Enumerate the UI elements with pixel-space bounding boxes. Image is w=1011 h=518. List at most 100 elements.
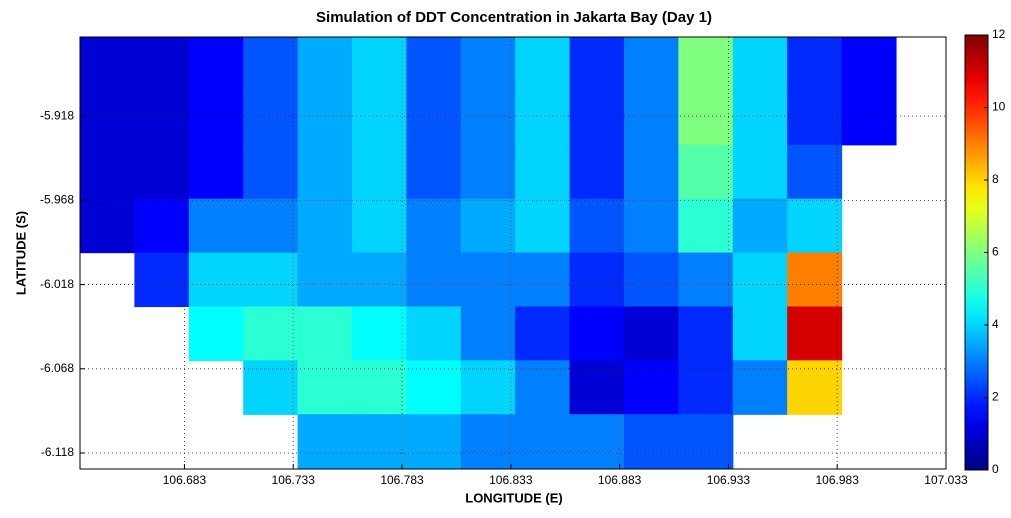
heat-cell: [406, 91, 461, 145]
heat-cell: [461, 145, 516, 199]
heat-cell: [243, 37, 298, 91]
heat-cell: [515, 199, 570, 253]
heat-cell: [678, 37, 733, 91]
heat-cell: [80, 91, 135, 145]
heat-cell: [787, 306, 842, 360]
heat-cell: [733, 306, 788, 360]
heat-cell: [787, 145, 842, 199]
heat-cell: [461, 414, 516, 468]
heat-cell: [243, 306, 298, 360]
heat-cell: [134, 91, 189, 145]
colorbar-tick-label: 12: [992, 27, 1006, 41]
heat-cell: [189, 199, 244, 253]
heat-cell: [787, 199, 842, 253]
heat-cell: [842, 91, 897, 145]
heat-cell: [733, 37, 788, 91]
heat-cell: [624, 306, 679, 360]
heat-cell: [189, 306, 244, 360]
heat-cell: [461, 37, 516, 91]
heat-cell: [515, 145, 570, 199]
x-tick-label: 107.033: [924, 473, 968, 487]
x-tick-label: 106.683: [163, 473, 207, 487]
heat-cell: [352, 145, 407, 199]
x-tick-label: 106.933: [707, 473, 751, 487]
heat-cell: [243, 360, 298, 414]
heat-cell: [515, 306, 570, 360]
heat-cell: [515, 37, 570, 91]
heat-cell: [733, 145, 788, 199]
x-tick-label: 106.783: [380, 473, 424, 487]
colorbar-tick-label: 0: [992, 462, 999, 476]
y-tick-label: -6.018: [40, 277, 74, 291]
heat-cell: [134, 37, 189, 91]
heat-cell: [189, 145, 244, 199]
heat-cell: [678, 199, 733, 253]
heat-cell: [352, 37, 407, 91]
heat-cell: [134, 253, 189, 307]
heat-cell: [352, 199, 407, 253]
heat-cell: [80, 37, 135, 91]
heat-cell: [678, 91, 733, 145]
heat-cell: [787, 253, 842, 307]
heat-cell: [570, 306, 625, 360]
y-tick-label: -5.968: [40, 193, 74, 207]
colorbar-tick-label: 10: [992, 100, 1006, 114]
y-tick-label: -6.068: [40, 361, 74, 375]
heat-cell: [80, 145, 135, 199]
heatmap: [80, 37, 897, 469]
heat-cell: [352, 306, 407, 360]
heat-cell: [515, 414, 570, 468]
chart: Simulation of DDT Concentration in Jakar…: [0, 0, 1011, 513]
x-axis-label: LONGITUDE (E): [465, 490, 563, 505]
heat-cell: [298, 253, 353, 307]
heat-cell: [243, 199, 298, 253]
heat-cell: [243, 91, 298, 145]
heat-cell: [733, 91, 788, 145]
colorbar-tick-label: 8: [992, 172, 999, 186]
chart-title: Simulation of DDT Concentration in Jakar…: [316, 9, 712, 26]
heat-cell: [678, 145, 733, 199]
heat-cell: [298, 199, 353, 253]
heat-cell: [515, 91, 570, 145]
heat-cell: [624, 145, 679, 199]
heat-cell: [298, 145, 353, 199]
colorbar-tick-label: 2: [992, 390, 999, 404]
heat-cell: [733, 253, 788, 307]
heat-cell: [570, 145, 625, 199]
heat-cell: [80, 199, 135, 253]
heat-cell: [461, 253, 516, 307]
heat-cell: [406, 145, 461, 199]
heat-cell: [352, 91, 407, 145]
heat-cell: [515, 360, 570, 414]
heat-cell: [570, 199, 625, 253]
heat-cell: [406, 414, 461, 468]
y-axis-label: LATITUDE (S): [13, 211, 28, 295]
heat-cell: [298, 91, 353, 145]
heat-cell: [134, 199, 189, 253]
heat-cell: [189, 37, 244, 91]
heat-cell: [298, 306, 353, 360]
heat-cell: [624, 253, 679, 307]
heat-cell: [352, 253, 407, 307]
x-tick-label: 106.883: [598, 473, 642, 487]
colorbar-tick-label: 4: [992, 317, 999, 331]
heat-cell: [678, 414, 733, 468]
heat-cell: [406, 306, 461, 360]
heat-cell: [624, 91, 679, 145]
heat-cell: [570, 414, 625, 468]
x-tick-label: 106.833: [489, 473, 533, 487]
heat-cell: [570, 253, 625, 307]
heat-cell: [352, 414, 407, 468]
heat-cell: [243, 253, 298, 307]
heat-cell: [515, 253, 570, 307]
heat-cell: [406, 253, 461, 307]
heat-cell: [570, 37, 625, 91]
heat-cell: [787, 360, 842, 414]
heat-cell: [134, 145, 189, 199]
heat-cell: [406, 199, 461, 253]
heat-cell: [461, 91, 516, 145]
y-tick-label: -5.918: [40, 108, 74, 122]
heat-cell: [624, 414, 679, 468]
heat-cell: [733, 199, 788, 253]
heat-cell: [678, 306, 733, 360]
